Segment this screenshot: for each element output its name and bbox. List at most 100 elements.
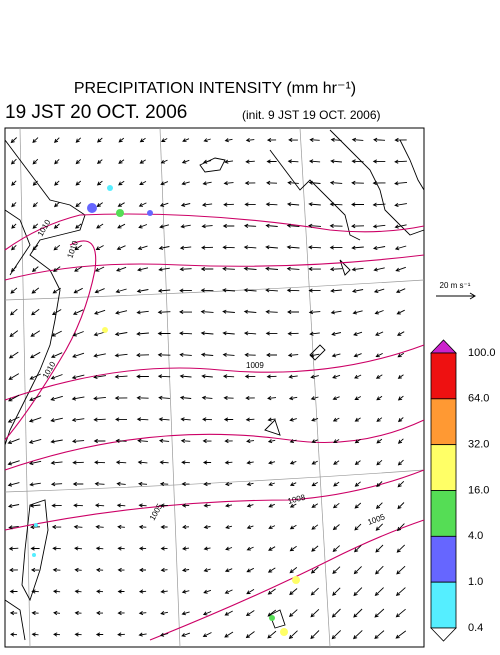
wind-arrow — [201, 202, 213, 207]
wind-arrow — [311, 460, 318, 465]
wind-arrow — [117, 589, 125, 594]
wind-arrow — [243, 266, 257, 271]
wind-arrow — [308, 202, 321, 207]
precipitation — [32, 185, 300, 636]
wind-arrow — [286, 223, 300, 228]
wind-arrow — [396, 331, 405, 336]
wind-arrow — [203, 481, 211, 487]
wind-arrow — [246, 567, 255, 573]
colorbar-segment — [430, 490, 457, 537]
wind-arrow — [245, 610, 255, 617]
colorbar-label: 0.4 — [468, 622, 483, 634]
wind-arrow — [53, 610, 61, 616]
wind-arrow — [374, 630, 385, 640]
wind-arrow — [332, 417, 340, 422]
wind-arrow — [353, 630, 363, 640]
wind-arrow — [223, 202, 234, 207]
wind-arrow — [181, 589, 190, 594]
wind-arrow — [354, 481, 361, 487]
wind-arrow — [11, 223, 17, 229]
wind-arrow — [93, 396, 106, 401]
wind-arrow — [96, 223, 104, 229]
wind-arrow — [28, 417, 42, 423]
wind-arrow — [289, 417, 297, 422]
wind-arrow — [310, 566, 319, 574]
wind-arrow — [333, 439, 340, 443]
wind-arrow — [50, 439, 63, 444]
wind-arrow — [157, 288, 171, 293]
wind-arrow — [117, 202, 125, 207]
wind-arrow — [265, 245, 278, 250]
wind-arrow — [30, 330, 41, 337]
wind-arrow — [7, 416, 20, 423]
wind-arrow — [351, 159, 364, 164]
wind-arrow — [137, 267, 149, 272]
wind-arrow — [222, 288, 236, 293]
wind-arrow — [115, 417, 128, 422]
wind-arrow — [397, 352, 405, 358]
wind-arrow — [331, 630, 342, 640]
wind-arrow — [333, 460, 340, 465]
wind-arrow — [31, 308, 40, 316]
wind-arrow — [114, 331, 128, 337]
wind-arrow — [159, 202, 169, 207]
wind-arrow — [160, 138, 168, 142]
wind-arrow — [72, 481, 84, 487]
wind-arrow — [159, 460, 169, 465]
wind-arrow — [243, 223, 257, 228]
wind-arrow — [53, 266, 61, 272]
wind-arrow — [29, 351, 41, 359]
wind-arrow — [375, 374, 383, 379]
wind-arrow — [181, 611, 190, 616]
wind-arrow — [289, 567, 298, 574]
wind-arrow — [203, 568, 211, 573]
wind-arrow — [32, 158, 39, 165]
wind-arrow — [138, 481, 148, 486]
wind-arrow — [116, 503, 126, 508]
wind-arrow — [115, 288, 127, 294]
wind-arrow — [136, 331, 149, 336]
wind-arrow — [224, 481, 233, 487]
wind-arrow — [158, 395, 170, 400]
wind-arrow — [375, 352, 383, 358]
vector-legend-label: 20 m s⁻¹ — [440, 281, 471, 290]
wind-arrow — [287, 180, 299, 185]
wind-arrow — [200, 309, 214, 314]
wind-arrow — [72, 352, 85, 358]
wind-arrow — [351, 267, 364, 272]
wind-arrow — [289, 524, 297, 530]
wind-arrow — [375, 523, 384, 531]
wind-arrow — [286, 266, 300, 271]
wind-arrow — [332, 524, 340, 531]
wind-arrow — [31, 287, 40, 294]
wind-arrow — [160, 611, 168, 616]
wind-arrow — [267, 567, 276, 573]
wind-arrow — [179, 352, 192, 357]
wind-arrow — [266, 374, 277, 379]
wind-arrow — [287, 331, 299, 336]
wind-arrow — [179, 309, 193, 314]
wind-arrow — [246, 546, 254, 551]
wind-arrow — [354, 396, 362, 400]
wind-arrow — [288, 374, 298, 379]
wind-arrow — [52, 567, 61, 572]
wind-arrow — [329, 202, 343, 207]
wind-arrow — [117, 524, 125, 529]
map-frame — [4, 127, 425, 648]
wind-arrow — [268, 460, 276, 465]
rain-cell — [34, 523, 38, 527]
wind-arrow — [201, 374, 213, 379]
wind-arrow — [354, 374, 362, 379]
wind-arrow — [136, 353, 150, 358]
wind-arrow — [29, 503, 41, 508]
wind-arrow — [394, 137, 407, 143]
wind-arrow — [245, 159, 255, 164]
wind-arrow — [136, 417, 149, 422]
wind-arrow — [32, 266, 39, 273]
wind-arrow — [246, 589, 255, 595]
colorbar-label: 4.0 — [468, 530, 483, 542]
wind-arrow — [246, 439, 255, 444]
wind-arrow — [311, 417, 319, 422]
wind-arrow — [51, 524, 62, 530]
wind-arrow — [394, 202, 407, 208]
